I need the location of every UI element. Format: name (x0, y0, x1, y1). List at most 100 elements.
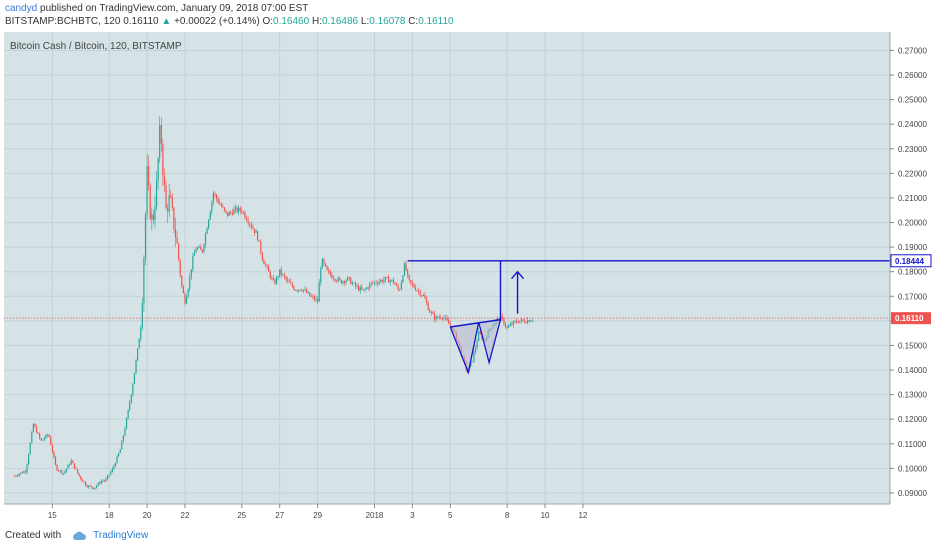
candle-body (219, 202, 221, 205)
candle-body (331, 274, 333, 278)
time-tick-label: 22 (181, 511, 190, 520)
price-tick-label: 0.23000 (898, 145, 927, 154)
candle-body (146, 166, 148, 215)
candle-body (94, 487, 96, 489)
candle-body (37, 432, 39, 434)
time-tick-label: 27 (275, 511, 284, 520)
candle-body (312, 296, 314, 298)
candle-body (337, 277, 339, 282)
candle-body (280, 269, 282, 275)
candle-body (58, 470, 60, 472)
candle-body (523, 320, 526, 323)
candle-body (347, 277, 349, 281)
candle-body (318, 282, 320, 302)
target-arrow-head-icon (511, 270, 525, 280)
time-tick-label: 3 (410, 511, 415, 520)
candle-body (369, 283, 371, 289)
candle-body (195, 249, 197, 253)
target-price-label: 0.18444 (895, 257, 924, 266)
candle-body (528, 320, 530, 322)
candle-body (62, 473, 64, 475)
candle-body (313, 296, 316, 300)
candle-body (353, 282, 355, 284)
price-chart[interactable]: Bitcoin Cash / Bitcoin, 120, BITSTAMP 0.… (4, 32, 932, 524)
current-price-badge (891, 312, 931, 325)
candle-body (471, 361, 473, 362)
price-axis[interactable]: 0.27000 0.26000 0.25000 0.24000 0.23000 0.220… (890, 46, 932, 498)
grid-lines (4, 32, 890, 504)
candle-body (192, 255, 194, 270)
time-tick-label: 5 (448, 511, 453, 520)
candle-body (501, 316, 503, 319)
price-tick-label: 0.19000 (898, 243, 927, 252)
candle-body (370, 282, 372, 284)
time-tick-label: 18 (105, 511, 114, 520)
candle-body (190, 269, 192, 277)
candle-body (88, 485, 90, 488)
candle-body (18, 473, 20, 476)
candle-body (20, 472, 22, 474)
candle-body (40, 438, 42, 441)
candle-body (261, 252, 263, 261)
candle-body (257, 231, 259, 241)
drawing-overlay (4, 260, 890, 375)
candle-body (506, 326, 508, 328)
candle-body (152, 214, 154, 221)
candle-body (209, 211, 211, 220)
candle-body (65, 468, 68, 472)
candle-body (378, 281, 380, 284)
price-tick-label: 0.27000 (898, 46, 927, 55)
candle-body (326, 266, 328, 271)
candle-body (178, 243, 180, 260)
candle-body (234, 207, 237, 210)
chart-area[interactable]: Bitcoin Cash / Bitcoin, 120, BITSTAMP 0.… (4, 32, 932, 524)
candle-body (116, 456, 118, 464)
candle-body (437, 316, 439, 318)
candle-body (407, 270, 409, 275)
time-axis[interactable]: 15 18 20 22 25 27 29 2018 3 5 8 10 12 (48, 504, 588, 520)
candle-body (302, 289, 305, 291)
chart-header: candyd published on TradingView.com, Jan… (5, 2, 454, 28)
candle-body (399, 289, 401, 291)
candle-body (16, 475, 19, 477)
time-tick-label: 2018 (366, 511, 384, 520)
author-link[interactable]: candyd (5, 3, 38, 14)
candle-body (446, 317, 448, 321)
candle-body (160, 125, 162, 144)
candle-body (332, 277, 335, 279)
candle-body (301, 290, 303, 292)
candle-body (359, 287, 361, 291)
candle-body (220, 204, 222, 207)
candle-body (45, 434, 47, 439)
candle-body (335, 280, 338, 282)
candle-body (334, 278, 336, 281)
candle-body (509, 324, 511, 327)
candle-body (309, 292, 311, 297)
candle-body (470, 361, 472, 367)
candle-body (206, 228, 208, 234)
candle-body (100, 480, 102, 484)
candle-body (193, 252, 196, 256)
candle-body (242, 212, 245, 214)
candle-body (76, 469, 79, 474)
tradingview-brand-link[interactable]: TradingView (93, 530, 149, 541)
last-price: 0.16110 (123, 16, 159, 27)
candle-body (414, 287, 417, 291)
candle-body (384, 276, 387, 280)
candle-body (351, 282, 353, 285)
candle-body (197, 247, 199, 250)
candle-body (54, 456, 57, 465)
open-value: 0.16460 (273, 16, 310, 27)
price-tick-label: 0.18000 (898, 268, 927, 277)
candle-body (42, 439, 44, 441)
candle-body (34, 423, 36, 427)
candle-body (381, 280, 383, 282)
candle-body (84, 481, 87, 486)
candle-body (517, 322, 519, 324)
candle-body (157, 158, 159, 181)
candle-body (111, 468, 113, 472)
candle-body (97, 482, 99, 486)
candle-body (395, 284, 398, 286)
candle-body (200, 247, 202, 250)
candle-body (383, 279, 385, 282)
